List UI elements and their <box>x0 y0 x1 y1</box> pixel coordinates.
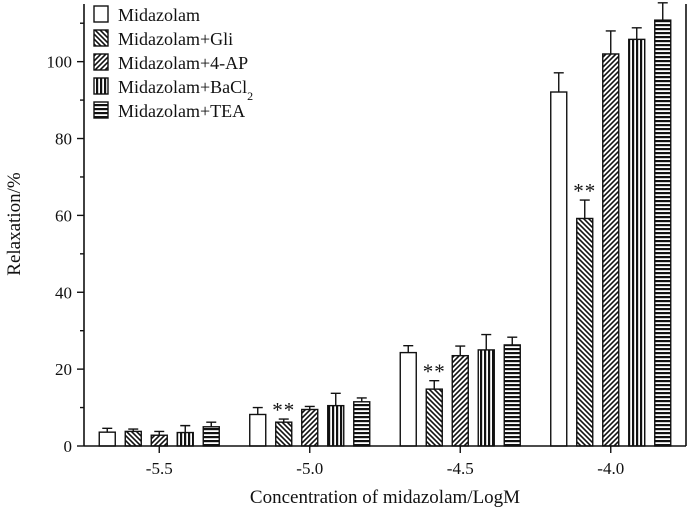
bar-midazolam-tea-5-5 <box>202 426 220 447</box>
bar-midazolam-5-5 <box>98 431 116 447</box>
bar-midazolam-bacl2-4-5 <box>477 349 495 447</box>
error-bar <box>154 430 165 436</box>
y-tick-label: 100 <box>47 53 73 72</box>
axes: 0 20 40 60 80 100 -5.5 -5.0 -4.5 -4.0 <box>47 4 687 478</box>
legend-label-midazolam: Midazolam <box>118 5 200 25</box>
error-bar <box>429 379 440 390</box>
bar-midazolam-4-0 <box>550 91 568 447</box>
error-bar <box>356 397 367 402</box>
bar-midazolam-gli-4-0 <box>576 217 594 447</box>
significance-marker: ** <box>272 398 295 422</box>
error-bar <box>330 392 341 406</box>
legend-swatch-midazolam-gli <box>93 29 109 47</box>
error-bar <box>657 2 668 21</box>
error-bar <box>206 421 217 427</box>
error-bar <box>278 418 289 423</box>
bar-midazolam-tea-4-5 <box>503 344 521 447</box>
error-bar <box>102 427 113 433</box>
x-axis-title: Concentration of midazolam/LogM <box>250 487 520 508</box>
error-bar <box>507 336 518 345</box>
bar-midazolam-4-ap-5-5 <box>150 434 168 447</box>
legend-swatch-midazolam-bacl2 <box>93 77 109 95</box>
legend-swatch-midazolam-tea <box>93 101 109 119</box>
bar-midazolam-bacl2-5-5 <box>176 431 194 447</box>
bar-midazolam-bacl2-4-0 <box>628 38 646 447</box>
error-bar <box>252 406 263 415</box>
bar-midazolam-gli-5-0 <box>275 421 293 447</box>
error-bar <box>455 345 466 356</box>
error-bar <box>579 199 590 219</box>
error-bar <box>403 344 414 353</box>
legend: Midazolam Midazolam+Gli Midazolam+4-AP Mida… <box>93 5 253 121</box>
error-bar <box>631 27 642 40</box>
bar-midazolam-gli-5-5 <box>124 430 142 447</box>
legend-swatch-midazolam <box>93 5 109 23</box>
error-bar <box>553 72 564 93</box>
x-tick-label: -4.0 <box>597 459 624 478</box>
error-bar <box>304 405 315 410</box>
bar-midazolam-4-5 <box>399 351 417 447</box>
plot-area: ** ** ** <box>98 2 672 447</box>
bar-midazolam-4-ap-4-5 <box>451 354 469 447</box>
legend-label-midazolam-bacl2: Midazolam+BaCl2 <box>118 77 253 103</box>
error-bar <box>481 333 492 350</box>
x-tick-label: -5.5 <box>146 459 173 478</box>
legend-label-midazolam-tea: Midazolam+TEA <box>118 101 245 121</box>
significance-marker: ** <box>573 179 596 203</box>
legend-swatch-midazolam-4-ap <box>93 53 109 71</box>
bar-midazolam-4-ap-5-0 <box>301 408 319 447</box>
error-bar <box>605 30 616 54</box>
y-tick-label: 60 <box>55 206 72 225</box>
bar-midazolam-gli-4-5 <box>425 388 443 447</box>
y-tick-label: 80 <box>55 130 72 149</box>
bar-midazolam-tea-4-0 <box>654 19 672 447</box>
bar-midazolam-4-ap-4-0 <box>602 53 620 447</box>
y-tick-label: 40 <box>55 283 72 302</box>
y-axis-title: Relaxation/% <box>4 172 25 276</box>
x-tick-label: -5.0 <box>296 459 323 478</box>
legend-label-midazolam-gli: Midazolam+Gli <box>118 29 233 49</box>
bar-midazolam-bacl2-5-0 <box>327 404 345 447</box>
y-tick-label: 0 <box>64 437 73 456</box>
error-bar <box>180 424 191 433</box>
y-tick-label: 20 <box>55 360 72 379</box>
error-bar <box>128 428 139 432</box>
bar-midazolam-5-0 <box>249 413 267 447</box>
legend-label-midazolam-4-ap: Midazolam+4-AP <box>118 53 248 73</box>
bar-midazolam-tea-5-0 <box>353 401 371 447</box>
significance-marker: ** <box>423 360 446 384</box>
x-tick-label: -4.5 <box>447 459 474 478</box>
